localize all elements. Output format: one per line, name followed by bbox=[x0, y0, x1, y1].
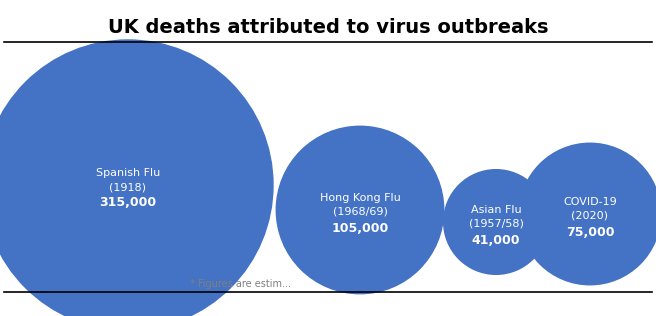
Circle shape bbox=[0, 40, 273, 316]
Text: 75,000: 75,000 bbox=[565, 226, 614, 239]
Text: COVID-19: COVID-19 bbox=[563, 197, 617, 207]
Text: 41,000: 41,000 bbox=[472, 234, 520, 246]
Text: Hong Kong Flu: Hong Kong Flu bbox=[319, 193, 400, 203]
Text: (1968/69): (1968/69) bbox=[333, 207, 388, 217]
Text: * Figures are estim...: * Figures are estim... bbox=[190, 279, 291, 289]
Text: Asian Flu: Asian Flu bbox=[471, 205, 522, 215]
Circle shape bbox=[443, 170, 548, 274]
Text: UK deaths attributed to virus outbreaks: UK deaths attributed to virus outbreaks bbox=[108, 18, 548, 37]
Text: Spanish Flu: Spanish Flu bbox=[96, 168, 160, 178]
Text: (1918): (1918) bbox=[110, 182, 146, 192]
Circle shape bbox=[520, 143, 656, 285]
Text: (1957/58): (1957/58) bbox=[468, 219, 523, 229]
Text: 315,000: 315,000 bbox=[100, 197, 157, 210]
Circle shape bbox=[276, 126, 443, 294]
Text: 105,000: 105,000 bbox=[331, 222, 388, 234]
Text: (2020): (2020) bbox=[571, 211, 609, 221]
